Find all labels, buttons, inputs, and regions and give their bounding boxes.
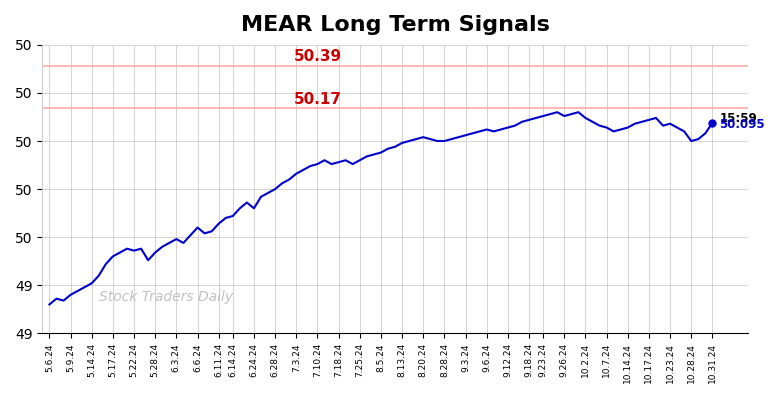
Text: 50.17: 50.17 [293, 92, 341, 107]
Text: Stock Traders Daily: Stock Traders Daily [99, 291, 233, 304]
Text: 15:59: 15:59 [720, 112, 757, 125]
Text: 50.39: 50.39 [293, 49, 342, 64]
Text: 50.095: 50.095 [720, 118, 765, 131]
Title: MEAR Long Term Signals: MEAR Long Term Signals [241, 15, 550, 35]
